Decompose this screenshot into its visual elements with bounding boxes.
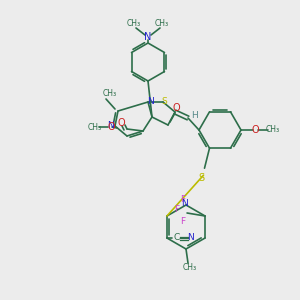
Text: N: N [108,122,114,130]
Text: F: F [175,206,180,214]
Text: CH₃: CH₃ [266,125,280,134]
Text: N: N [144,32,152,42]
Text: F: F [181,218,186,226]
Text: S: S [161,97,167,106]
Text: N: N [181,200,188,208]
Text: O: O [117,118,125,128]
Text: H: H [192,110,198,119]
Text: C: C [174,233,180,242]
Text: CH₃: CH₃ [88,122,102,131]
Text: O: O [251,125,259,135]
Text: N: N [188,233,194,242]
Text: CH₃: CH₃ [183,263,197,272]
Text: O: O [172,103,180,113]
Text: S: S [198,173,205,183]
Text: F: F [181,194,186,203]
Text: CH₃: CH₃ [103,88,117,98]
Text: N: N [148,97,154,106]
Text: O: O [107,122,115,132]
Text: CH₃: CH₃ [127,20,141,28]
Text: CH₃: CH₃ [155,20,169,28]
